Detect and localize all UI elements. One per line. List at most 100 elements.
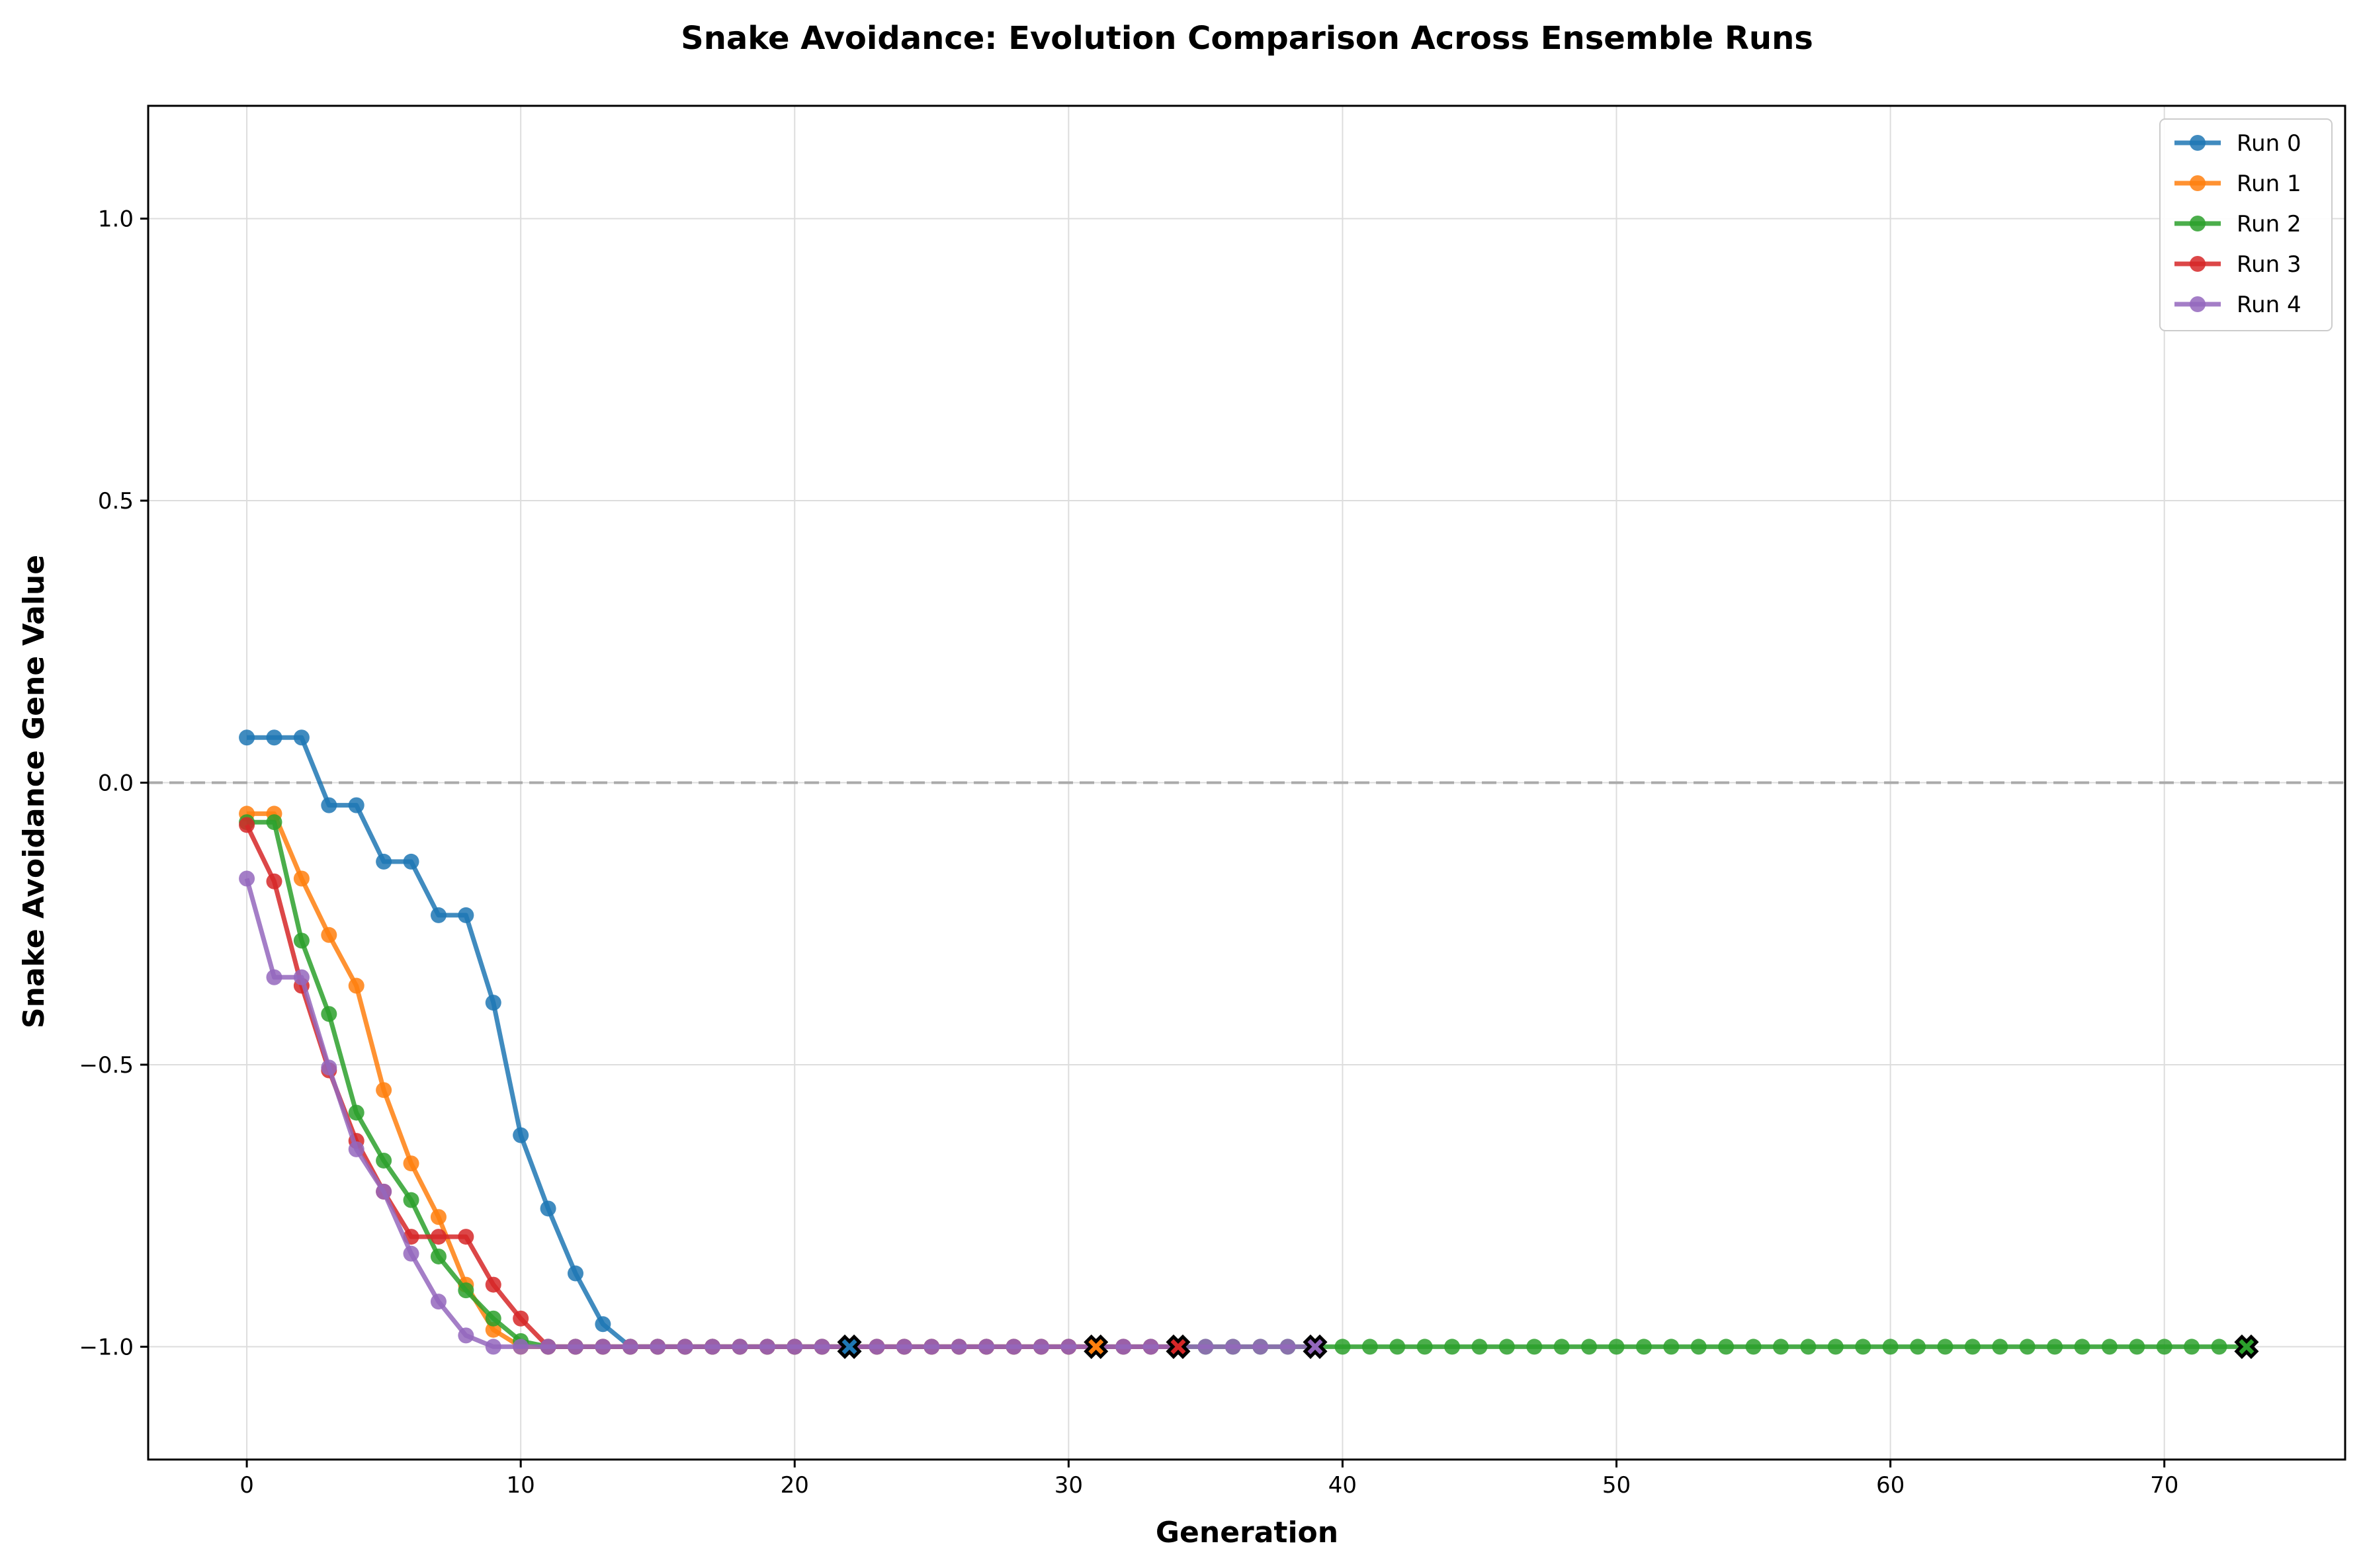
- data-point-run-2: [293, 932, 310, 949]
- data-point-run-4: [403, 1245, 419, 1262]
- data-point-run-1: [321, 927, 337, 943]
- y-tick-label: 1.0: [98, 206, 134, 233]
- x-tick-label: 60: [1876, 1472, 1905, 1499]
- y-tick-label: −0.5: [79, 1052, 134, 1079]
- y-axis-label: Snake Avoidance Gene Value: [17, 555, 51, 1028]
- data-point-run-2: [1800, 1339, 1817, 1355]
- x-tick-label: 20: [781, 1472, 809, 1499]
- data-point-run-2: [2047, 1339, 2063, 1355]
- data-point-run-4: [1060, 1339, 1077, 1355]
- data-point-run-2: [1745, 1339, 1762, 1355]
- legend: Run 0 Run 1 Run 2 Run 3 Run 4: [2159, 118, 2333, 331]
- data-point-run-4: [1279, 1339, 1296, 1355]
- data-point-run-4: [1252, 1339, 1269, 1355]
- legend-label-run-1: Run 1: [2237, 171, 2301, 197]
- data-point-run-2: [1855, 1339, 1871, 1355]
- legend-swatch-marker: [2190, 296, 2206, 312]
- data-point-run-4: [951, 1339, 967, 1355]
- data-point-run-0: [321, 797, 337, 813]
- legend-swatch-marker: [2190, 256, 2206, 272]
- data-point-run-2: [2019, 1339, 2036, 1355]
- series-group: [239, 729, 2255, 1355]
- data-point-run-2: [2211, 1339, 2227, 1355]
- data-point-run-4: [321, 1059, 337, 1076]
- data-point-run-2: [2184, 1339, 2200, 1355]
- data-point-run-4: [458, 1327, 474, 1344]
- data-point-run-2: [1718, 1339, 1735, 1355]
- data-point-run-2: [1389, 1339, 1406, 1355]
- data-point-run-0: [239, 729, 255, 746]
- data-point-run-4: [266, 969, 282, 985]
- data-point-run-2: [1635, 1339, 1652, 1355]
- data-point-run-2: [1553, 1339, 1570, 1355]
- data-point-run-2: [1827, 1339, 1844, 1355]
- legend-swatch-marker: [2190, 135, 2206, 151]
- data-point-run-4: [732, 1339, 748, 1355]
- data-point-run-4: [348, 1141, 365, 1157]
- data-point-run-4: [787, 1339, 803, 1355]
- data-point-run-4: [567, 1339, 583, 1355]
- x-tick-label: 10: [507, 1472, 535, 1499]
- data-point-run-4: [376, 1183, 392, 1200]
- data-point-run-2: [376, 1152, 392, 1169]
- data-point-run-3: [266, 873, 282, 889]
- data-point-run-1: [403, 1155, 419, 1172]
- data-point-run-3: [513, 1310, 529, 1327]
- data-point-run-2: [1334, 1339, 1351, 1355]
- data-point-run-0: [293, 729, 310, 746]
- data-point-run-2: [1992, 1339, 2008, 1355]
- data-point-run-4: [595, 1339, 611, 1355]
- x-axis-label: Generation: [1156, 1516, 1338, 1549]
- data-point-run-4: [622, 1339, 638, 1355]
- data-point-run-3: [485, 1276, 501, 1293]
- data-point-run-2: [1964, 1339, 1981, 1355]
- data-point-run-2: [1882, 1339, 1899, 1355]
- data-point-run-4: [430, 1294, 447, 1310]
- final-marker-run-4: [1303, 1334, 1328, 1359]
- data-point-run-3: [430, 1229, 447, 1245]
- data-point-run-2: [403, 1192, 419, 1208]
- legend-swatch-marker: [2190, 216, 2206, 231]
- data-point-run-4: [1006, 1339, 1022, 1355]
- x-tick-label: 30: [1054, 1472, 1083, 1499]
- data-point-run-4: [513, 1339, 529, 1355]
- data-point-run-2: [1663, 1339, 1680, 1355]
- data-point-run-4: [1115, 1339, 1132, 1355]
- data-point-run-0: [430, 907, 447, 923]
- data-point-run-2: [1416, 1339, 1433, 1355]
- data-point-run-2: [348, 1104, 365, 1121]
- final-marker-run-1: [1084, 1334, 1109, 1359]
- legend-label-run-4: Run 4: [2237, 292, 2301, 318]
- x-tick-label: 0: [239, 1472, 254, 1499]
- data-point-run-2: [266, 814, 282, 831]
- data-point-run-2: [2074, 1339, 2090, 1355]
- x-tick-label: 50: [1602, 1472, 1631, 1499]
- data-point-run-3: [458, 1229, 474, 1245]
- data-point-run-2: [1498, 1339, 1515, 1355]
- data-point-run-2: [2156, 1339, 2172, 1355]
- legend-swatch-marker: [2190, 175, 2206, 191]
- data-point-run-0: [376, 853, 392, 870]
- data-point-run-2: [430, 1248, 447, 1264]
- data-point-run-4: [239, 870, 255, 887]
- data-point-run-4: [759, 1339, 775, 1355]
- data-point-run-2: [1937, 1339, 1954, 1355]
- data-point-run-4: [869, 1339, 885, 1355]
- x-tick-label: 40: [1328, 1472, 1357, 1499]
- data-point-run-2: [1581, 1339, 1598, 1355]
- data-point-run-4: [293, 969, 310, 985]
- data-point-run-4: [1224, 1339, 1241, 1355]
- data-point-run-0: [540, 1200, 556, 1217]
- data-point-run-2: [485, 1310, 501, 1327]
- data-point-run-4: [705, 1339, 721, 1355]
- final-marker-run-0: [837, 1334, 862, 1359]
- data-point-run-4: [1142, 1339, 1159, 1355]
- final-marker-run-2: [2234, 1334, 2259, 1359]
- data-point-run-4: [924, 1339, 940, 1355]
- data-point-run-4: [1033, 1339, 1049, 1355]
- data-point-run-2: [458, 1282, 474, 1299]
- data-point-run-0: [403, 853, 419, 870]
- data-point-run-2: [1526, 1339, 1543, 1355]
